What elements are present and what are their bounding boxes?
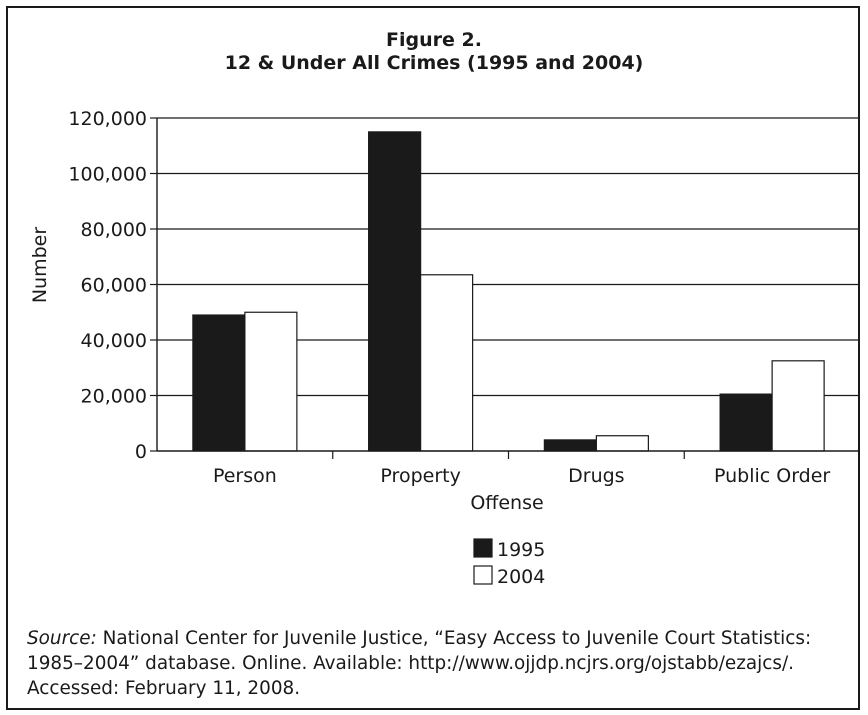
chart-title: Figure 2. xyxy=(386,29,482,51)
bar-public-order-1995 xyxy=(719,393,773,452)
x-tick-label: Public Order xyxy=(714,465,830,487)
bar-property-1995 xyxy=(368,131,422,452)
y-tick-label: 80,000 xyxy=(81,219,147,241)
legend-swatch-2004 xyxy=(473,565,493,585)
legend-label-1995: 1995 xyxy=(497,539,545,561)
legend: 1995 2004 xyxy=(473,538,545,588)
axes: 0 20,000 40,000 60,000 80,000 100,000 120,000 P… xyxy=(68,108,860,487)
chart-subtitle: 12 & Under All Crimes (1995 and 2004) xyxy=(225,52,644,74)
source-text: National Center for Juvenile Justice, “E… xyxy=(27,628,812,699)
legend-label-2004: 2004 xyxy=(497,566,545,588)
bar-chart: Figure 2. 12 & Under All Crimes (1995 an… xyxy=(29,29,860,588)
bar-person-1995 xyxy=(192,314,246,452)
figure-frame xyxy=(6,6,860,710)
legend-swatch-1995 xyxy=(473,538,493,558)
y-tick-label: 20,000 xyxy=(81,386,147,408)
x-tick-label: Property xyxy=(380,465,460,487)
x-tick-label: Drugs xyxy=(568,465,624,487)
y-tick-label: 60,000 xyxy=(81,275,147,297)
y-axis-label: Number xyxy=(29,227,51,304)
source-note: Source: National Center for Juvenile Jus… xyxy=(27,626,847,701)
y-tick-label: 100,000 xyxy=(68,164,147,186)
bar-drugs-2004 xyxy=(595,435,649,452)
bars xyxy=(192,131,825,452)
y-tick-label: 120,000 xyxy=(68,108,147,130)
bar-property-2004 xyxy=(420,274,474,452)
y-tick-label: 0 xyxy=(135,441,147,463)
x-tick-label: Person xyxy=(213,465,277,487)
x-axis-label: Offense xyxy=(470,492,543,514)
source-label: Source: xyxy=(27,628,97,649)
y-tick-label: 40,000 xyxy=(81,330,147,352)
bar-drugs-1995 xyxy=(543,439,597,452)
bar-person-2004 xyxy=(244,311,298,452)
bar-public-order-2004 xyxy=(771,360,825,452)
